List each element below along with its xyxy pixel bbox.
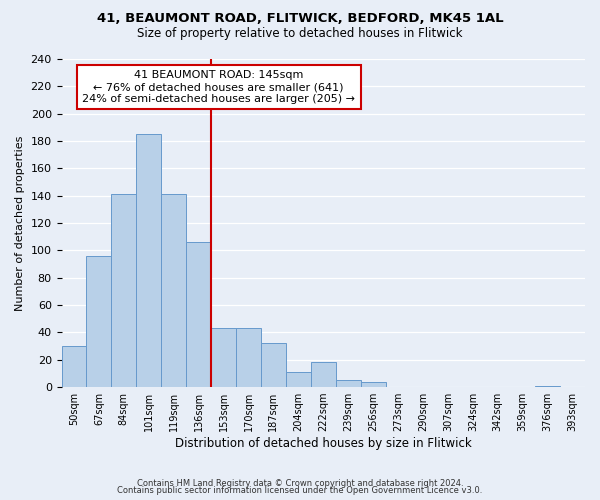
Bar <box>112 194 136 387</box>
Bar <box>311 362 336 387</box>
Bar <box>136 134 161 387</box>
X-axis label: Distribution of detached houses by size in Flitwick: Distribution of detached houses by size … <box>175 437 472 450</box>
Bar <box>361 382 386 387</box>
Bar <box>86 256 112 387</box>
Text: Contains HM Land Registry data © Crown copyright and database right 2024.: Contains HM Land Registry data © Crown c… <box>137 478 463 488</box>
Text: Size of property relative to detached houses in Flitwick: Size of property relative to detached ho… <box>137 28 463 40</box>
Bar <box>286 372 311 387</box>
Text: 41 BEAUMONT ROAD: 145sqm
← 76% of detached houses are smaller (641)
24% of semi-: 41 BEAUMONT ROAD: 145sqm ← 76% of detach… <box>82 70 355 104</box>
Bar <box>236 328 261 387</box>
Text: 41, BEAUMONT ROAD, FLITWICK, BEDFORD, MK45 1AL: 41, BEAUMONT ROAD, FLITWICK, BEDFORD, MK… <box>97 12 503 26</box>
Y-axis label: Number of detached properties: Number of detached properties <box>15 136 25 310</box>
Bar <box>261 344 286 387</box>
Bar <box>211 328 236 387</box>
Bar <box>186 242 211 387</box>
Text: Contains public sector information licensed under the Open Government Licence v3: Contains public sector information licen… <box>118 486 482 495</box>
Bar <box>535 386 560 387</box>
Bar <box>336 380 361 387</box>
Bar <box>161 194 186 387</box>
Bar <box>62 346 86 387</box>
